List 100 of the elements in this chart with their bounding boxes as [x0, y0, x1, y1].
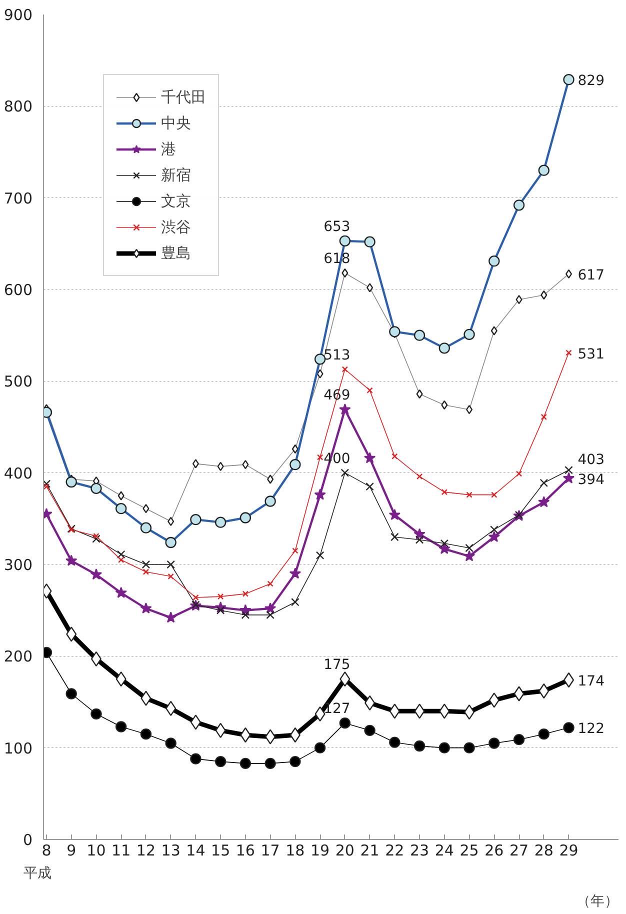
text: 平成	[24, 866, 52, 882]
x-tick-label: 13	[161, 842, 180, 860]
point	[66, 554, 78, 566]
y-tick-label: 100	[4, 739, 33, 758]
point	[90, 568, 102, 580]
point	[366, 387, 373, 394]
point	[438, 542, 450, 554]
point	[464, 742, 475, 754]
point	[92, 534, 100, 543]
data-label: 174	[578, 674, 605, 690]
point	[488, 738, 500, 749]
data-label: 617	[578, 267, 604, 284]
point	[115, 721, 127, 732]
point	[118, 556, 124, 563]
point	[214, 756, 226, 768]
data-label: 175	[324, 657, 350, 674]
legend-label: 豊島	[161, 244, 191, 262]
x-tick-label: 20	[335, 842, 354, 860]
point	[562, 472, 575, 484]
point	[240, 758, 252, 770]
point	[390, 532, 399, 542]
point	[538, 728, 550, 740]
point	[168, 573, 174, 580]
x-tick-label: 12	[136, 842, 156, 860]
point	[241, 610, 250, 620]
point	[339, 717, 351, 729]
point	[388, 508, 400, 520]
y-tick-label: 400	[4, 464, 33, 482]
point	[364, 452, 376, 464]
point	[439, 704, 450, 719]
point	[216, 606, 225, 614]
legend-label: 新宿	[161, 166, 191, 184]
x-tick-label: 28	[534, 842, 554, 860]
point	[416, 473, 423, 480]
point	[389, 736, 400, 748]
text: （年）	[576, 894, 618, 910]
point	[140, 690, 152, 706]
data-label: 653	[324, 218, 350, 235]
point	[289, 568, 302, 579]
point	[142, 560, 150, 569]
point	[415, 536, 424, 544]
x-tick-label: 27	[509, 842, 529, 860]
point	[290, 756, 301, 768]
x-tick-label: 18	[286, 842, 305, 860]
y-tick-label: 800	[4, 98, 33, 116]
y-tick-label: 700	[4, 189, 33, 208]
legend-label: 港	[161, 140, 177, 158]
y-tick-label: 500	[4, 372, 33, 391]
point	[540, 414, 547, 420]
point	[264, 758, 276, 770]
point	[440, 539, 449, 548]
point	[66, 626, 77, 642]
point	[441, 489, 448, 496]
point	[516, 470, 522, 477]
point	[314, 488, 326, 500]
point	[165, 738, 176, 749]
point	[292, 548, 298, 554]
x-tick-label: 9	[66, 842, 76, 860]
point	[488, 530, 500, 542]
point	[316, 551, 324, 560]
point	[342, 366, 348, 372]
x-tick-label: 15	[211, 842, 230, 860]
x-tick-label: 26	[484, 842, 504, 860]
y-tick-label: 900	[4, 6, 33, 24]
y-tick-label: 600	[4, 281, 33, 299]
point	[140, 602, 152, 614]
point	[265, 729, 276, 744]
point	[488, 692, 500, 708]
legend-label: 渋谷	[161, 218, 191, 236]
point	[166, 560, 175, 569]
data-label: 127	[324, 701, 350, 718]
point	[563, 672, 574, 688]
point	[266, 610, 274, 620]
point	[538, 496, 550, 508]
point	[314, 742, 326, 754]
point	[165, 612, 177, 623]
point	[142, 568, 150, 575]
x-tick-label: 17	[260, 842, 280, 860]
x-tick-label: 23	[410, 842, 430, 860]
point	[389, 704, 400, 719]
point	[414, 740, 426, 752]
x-tick-label: 21	[360, 842, 380, 860]
point	[44, 484, 50, 490]
point	[465, 544, 474, 552]
x-tick-label: 25	[460, 842, 479, 860]
x-tick-label: 19	[310, 842, 330, 860]
y-tick-label: 0	[22, 831, 33, 849]
point	[66, 688, 77, 700]
y-tick-label: 200	[4, 648, 33, 666]
x-tick-label: 22	[385, 842, 404, 860]
point	[564, 466, 573, 474]
point	[339, 403, 351, 415]
point	[190, 714, 201, 730]
point	[190, 753, 202, 764]
data-label: 122	[578, 721, 604, 738]
point	[291, 598, 300, 606]
x-tick-label: 24	[434, 842, 454, 860]
x-tick-label: 10	[86, 842, 106, 860]
data-label: 513	[324, 347, 350, 364]
point	[218, 594, 224, 600]
